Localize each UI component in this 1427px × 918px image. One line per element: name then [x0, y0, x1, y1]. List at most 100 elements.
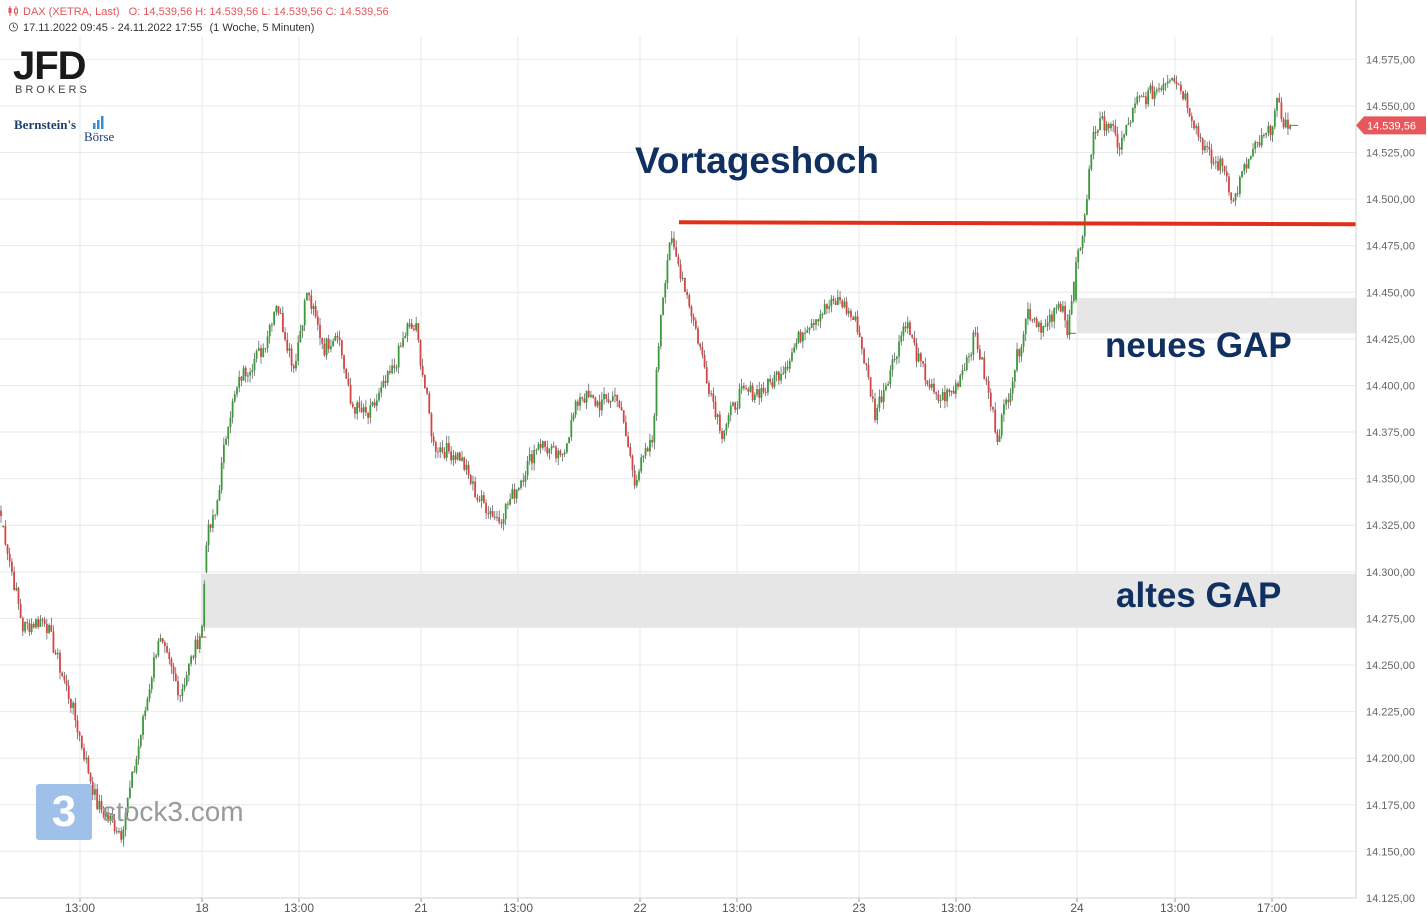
candle-body — [50, 625, 53, 632]
candle-body — [863, 349, 865, 364]
candle-body — [310, 295, 313, 309]
candle-body — [537, 443, 540, 450]
candle-body — [1059, 303, 1062, 312]
candle-body — [644, 448, 647, 456]
candle-body — [61, 672, 64, 676]
candle-body — [159, 638, 162, 641]
candle-body — [6, 544, 9, 554]
candle-body — [190, 656, 192, 664]
x-tick-label: 13:00 — [941, 901, 971, 915]
candle-body — [1044, 326, 1047, 328]
candle-body — [935, 392, 938, 395]
candle-body — [598, 401, 601, 411]
candle-body — [1247, 159, 1250, 169]
candle-body — [1123, 134, 1125, 138]
candle-body — [500, 522, 503, 524]
candle-body — [255, 351, 258, 359]
candle-body — [611, 396, 614, 402]
candle-body — [402, 338, 404, 347]
candle-body — [681, 277, 684, 279]
candle-body — [708, 382, 710, 394]
candle-body — [279, 313, 282, 315]
candle-body — [1252, 148, 1254, 157]
candle-body — [1075, 262, 1077, 300]
candle-body — [1051, 314, 1053, 322]
x-tick-label: 13:00 — [722, 901, 752, 915]
y-tick-label: 14.300,00 — [1366, 567, 1415, 579]
candle-body — [655, 369, 658, 416]
candle-body — [450, 451, 453, 461]
candle-body — [854, 316, 857, 320]
candle-body — [1256, 141, 1259, 143]
candle-body — [1254, 141, 1257, 149]
candle-body — [1103, 116, 1106, 131]
candle-body — [281, 313, 284, 333]
candle-body — [725, 423, 728, 431]
candle-body — [1033, 318, 1036, 320]
candle-body — [28, 623, 31, 633]
candle-body — [743, 386, 745, 389]
candle-body — [253, 358, 256, 371]
candle-body — [732, 402, 734, 406]
candle-body — [559, 450, 562, 455]
candle-body — [585, 390, 588, 403]
candle-body — [703, 354, 706, 367]
candle-body — [1158, 88, 1160, 90]
candle-body — [526, 460, 529, 476]
candle-body — [777, 371, 780, 381]
candle-body — [738, 389, 741, 408]
candle-body — [465, 464, 468, 470]
candle-body — [771, 381, 774, 387]
candle-body — [773, 374, 776, 387]
candle-body — [531, 454, 533, 464]
candle-body — [769, 378, 772, 382]
candle-body — [627, 436, 629, 447]
candle-body — [1177, 84, 1180, 86]
candle-body — [1011, 381, 1014, 394]
candle-body — [323, 343, 326, 356]
candle-body — [196, 639, 199, 650]
stock3-logo-badge: 3 — [36, 784, 92, 840]
candle-body — [194, 639, 197, 658]
candle-body — [1081, 236, 1084, 249]
candle-body — [843, 301, 846, 308]
candle-body — [419, 340, 422, 366]
candle-body — [428, 393, 431, 414]
candle-body — [926, 380, 929, 385]
candle-body — [225, 439, 227, 445]
candle-body — [59, 652, 61, 673]
candle-body — [1162, 84, 1165, 90]
candle-body — [568, 437, 570, 444]
candle-body — [144, 710, 147, 717]
candle-body — [454, 455, 457, 460]
candle-body — [67, 685, 70, 699]
candle-body — [1197, 126, 1200, 137]
candle-body — [1249, 156, 1252, 160]
candle-body — [426, 387, 428, 394]
candle-body — [273, 311, 276, 325]
candle-body — [198, 636, 201, 650]
candle-body — [893, 358, 896, 360]
candle-body — [1037, 322, 1040, 328]
candle-body — [1142, 96, 1145, 98]
candle-body — [306, 293, 308, 301]
candle-body — [17, 587, 20, 604]
candle-body — [867, 364, 870, 378]
candle-body — [1269, 125, 1272, 136]
candle-body — [236, 387, 238, 395]
candle-body — [679, 264, 682, 279]
candle-body — [421, 365, 424, 376]
x-tick-label: 17:00 — [1257, 901, 1287, 915]
candle-body — [85, 757, 88, 760]
candle-body — [928, 384, 931, 388]
candle-body — [63, 675, 66, 681]
candle-body — [1007, 399, 1010, 403]
gap-zone — [1077, 297, 1356, 334]
candle-body — [1225, 171, 1228, 177]
candle-body — [375, 400, 378, 406]
candle-body — [871, 396, 874, 399]
candle-body — [80, 735, 83, 748]
candle-body — [524, 475, 527, 482]
candle-body — [1164, 83, 1167, 85]
candle-body — [694, 320, 697, 329]
